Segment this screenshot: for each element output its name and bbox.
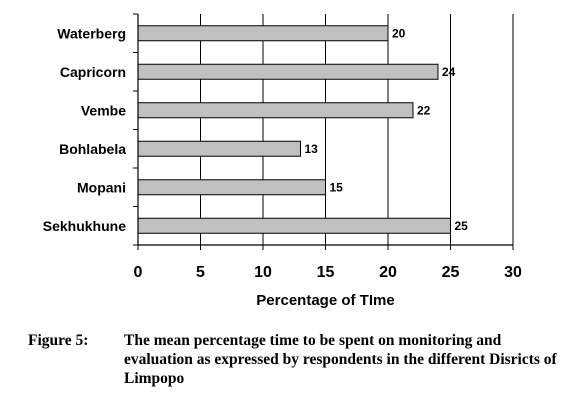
- bar-bohlabela: [137, 140, 301, 157]
- x-tick-label-10: 10: [254, 264, 272, 281]
- bar-waterberg: [137, 25, 389, 42]
- category-label-capricorn: Capricorn: [60, 64, 126, 80]
- value-label-sekhukhune: 25: [455, 219, 469, 233]
- caption-label: Figure 5:: [28, 332, 89, 349]
- bar-chart: Waterberg Capricorn Vembe Bohlabela Mopani Se…: [43, 13, 522, 309]
- x-tick-label-20: 20: [379, 264, 397, 281]
- category-label-bohlabela: Bohlabela: [59, 141, 126, 157]
- x-tick-labels: 0 5 10 15 20 25 30: [134, 264, 522, 281]
- x-tick-label-15: 15: [317, 264, 335, 281]
- value-labels: 20 24 22 13 15 25: [305, 26, 469, 233]
- category-label-mopani: Mopani: [77, 179, 126, 195]
- x-axis-title: Percentage of TIme: [256, 292, 394, 309]
- value-label-vembe: 22: [417, 103, 431, 117]
- value-label-waterberg: 20: [392, 26, 406, 40]
- bars: [137, 25, 451, 234]
- caption-text: The mean percentage time to be spent on …: [124, 332, 557, 387]
- axes: [133, 13, 514, 250]
- x-tick-label-30: 30: [504, 264, 522, 281]
- bar-vembe: [137, 102, 414, 119]
- bar-sekhukhune: [137, 217, 451, 234]
- bar-mopani: [137, 179, 326, 196]
- x-tick-label-0: 0: [134, 264, 143, 281]
- gridlines: [200, 14, 514, 245]
- value-label-bohlabela: 13: [305, 142, 319, 156]
- category-label-vembe: Vembe: [81, 102, 126, 118]
- category-label-sekhukhune: Sekhukhune: [43, 218, 126, 234]
- x-tick-label-5: 5: [196, 264, 205, 281]
- value-label-capricorn: 24: [442, 65, 456, 79]
- category-labels: Waterberg Capricorn Vembe Bohlabela Mopani Se…: [43, 25, 126, 234]
- x-tick-label-25: 25: [442, 264, 460, 281]
- category-label-waterberg: Waterberg: [57, 25, 126, 41]
- value-label-mopani: 15: [330, 180, 344, 194]
- bar-capricorn: [137, 63, 439, 80]
